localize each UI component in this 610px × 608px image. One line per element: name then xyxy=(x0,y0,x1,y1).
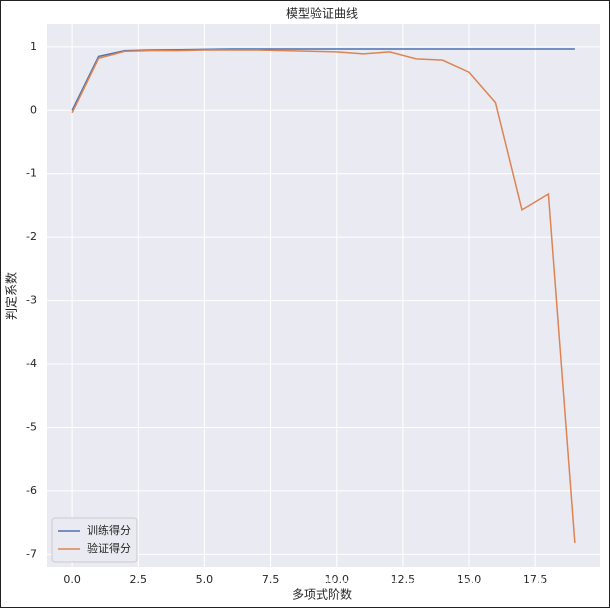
legend-label: 验证得分 xyxy=(87,541,131,555)
x-tick-label: 5.0 xyxy=(196,573,214,586)
x-tick-label: 2.5 xyxy=(130,573,148,586)
watermark: https://blog.csdn.net/weixin_41429999 xyxy=(317,576,590,592)
y-tick-label: -3 xyxy=(26,294,37,307)
series-line xyxy=(71,49,576,543)
y-tick-label: -5 xyxy=(26,420,37,433)
x-tick-label: 12.5 xyxy=(391,573,416,586)
y-tick-label: -2 xyxy=(26,230,37,243)
y-axis-label: 判定系数 xyxy=(4,272,19,320)
x-axis-label: 多项式阶数 xyxy=(292,587,352,602)
x-tick-label: 15.0 xyxy=(457,573,482,586)
legend-box xyxy=(51,517,138,563)
x-tick-label: 7.5 xyxy=(262,573,280,586)
x-tick-label: 10.0 xyxy=(324,573,349,586)
x-tick-label: 17.5 xyxy=(523,573,548,586)
y-tick-label: -4 xyxy=(26,357,37,370)
x-tick-label: 0.0 xyxy=(63,573,81,586)
y-tick-label: -7 xyxy=(26,547,37,560)
y-tick-label: 0 xyxy=(30,103,37,116)
y-tick-label: -6 xyxy=(26,484,37,497)
legend-label: 训练得分 xyxy=(87,523,131,537)
chart-title: 模型验证曲线 xyxy=(286,6,358,21)
y-tick-label: -1 xyxy=(26,167,37,180)
y-tick-label: 1 xyxy=(30,40,37,53)
plot-area xyxy=(47,24,600,567)
